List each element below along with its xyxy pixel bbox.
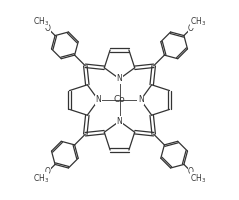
Text: N: N — [117, 74, 122, 83]
Text: N: N — [117, 117, 122, 126]
Text: CH$_3$: CH$_3$ — [190, 15, 206, 28]
Text: O: O — [45, 24, 51, 33]
Text: CH$_3$: CH$_3$ — [33, 172, 49, 185]
Text: O: O — [45, 167, 51, 176]
Text: O: O — [188, 24, 194, 33]
Text: N: N — [95, 95, 101, 104]
Text: CH$_3$: CH$_3$ — [33, 15, 49, 28]
Text: O: O — [188, 167, 194, 176]
Text: CH$_3$: CH$_3$ — [190, 172, 206, 185]
Text: Co: Co — [114, 95, 125, 104]
Text: N: N — [138, 95, 144, 104]
